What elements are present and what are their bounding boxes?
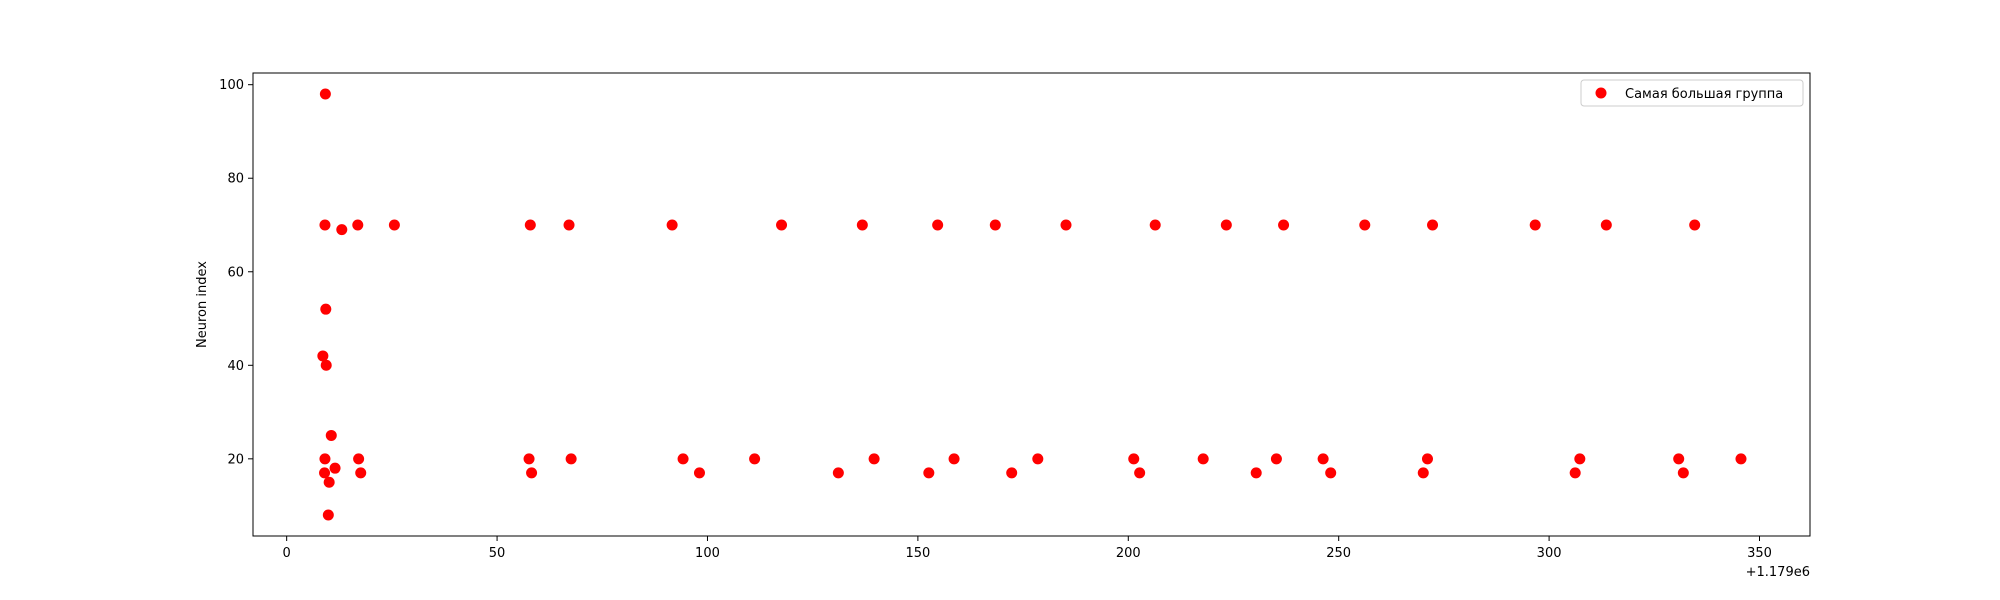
data-point: [693, 467, 705, 479]
data-point: [388, 219, 400, 231]
data-point: [856, 219, 868, 231]
data-point: [666, 219, 678, 231]
data-point: [776, 219, 788, 231]
data-point: [1569, 467, 1581, 479]
y-tick-label: 100: [219, 78, 244, 93]
data-point: [336, 224, 348, 236]
data-point: [1032, 453, 1044, 465]
y-tick-label: 60: [227, 265, 244, 280]
data-point: [355, 467, 367, 479]
data-point: [1134, 467, 1146, 479]
x-tick-label: 0: [283, 546, 291, 561]
data-point: [1689, 219, 1701, 231]
x-axis: 0 50 100 150 200 250 300 350: [283, 536, 1772, 561]
data-point: [325, 429, 337, 441]
legend: Самая большая группа: [1580, 79, 1804, 107]
data-point: [565, 453, 577, 465]
data-point: [1317, 453, 1329, 465]
plot-area: [252, 72, 1811, 537]
legend-box: [1580, 79, 1804, 107]
data-point: [524, 219, 536, 231]
x-tick-label: 350: [1747, 546, 1772, 561]
data-point: [1427, 219, 1439, 231]
data-point: [319, 88, 331, 100]
y-tick-label: 20: [227, 452, 244, 467]
data-point: [1220, 219, 1232, 231]
data-point: [1673, 453, 1685, 465]
data-point: [523, 453, 535, 465]
data-point: [317, 350, 329, 362]
x-tick-label: 200: [1116, 546, 1141, 561]
data-point: [563, 219, 575, 231]
data-point: [1060, 219, 1072, 231]
data-point: [1421, 453, 1433, 465]
data-point: [1735, 453, 1747, 465]
data-point: [749, 453, 761, 465]
data-point: [322, 509, 334, 521]
data-point: [1600, 219, 1612, 231]
data-point: [329, 462, 341, 474]
data-point: [1417, 467, 1429, 479]
data-point: [1250, 467, 1262, 479]
data-point: [526, 467, 538, 479]
x-tick-label: 300: [1537, 546, 1562, 561]
data-point: [1325, 467, 1337, 479]
y-tick-label: 40: [227, 359, 244, 374]
data-point: [1359, 219, 1371, 231]
legend-marker: [1595, 87, 1607, 99]
data-point: [1197, 453, 1209, 465]
data-point: [319, 467, 331, 479]
data-point: [923, 467, 935, 479]
x-tick-label: 100: [695, 546, 720, 561]
data-point: [1006, 467, 1018, 479]
data-point: [320, 359, 332, 371]
data-point: [948, 453, 960, 465]
data-point: [319, 453, 331, 465]
x-tick-label: 50: [489, 546, 506, 561]
data-point: [868, 453, 880, 465]
data-point: [353, 453, 365, 465]
data-point: [832, 467, 844, 479]
x-tick-label: 250: [1326, 546, 1351, 561]
data-point: [989, 219, 1001, 231]
data-point: [1149, 219, 1161, 231]
x-axis-offset-label: +1.179e6: [1746, 565, 1810, 580]
data-point: [1529, 219, 1541, 231]
data-point: [352, 219, 364, 231]
y-axis: 20 40 60 80 100: [219, 78, 253, 467]
data-point: [319, 219, 331, 231]
y-axis-label: Neuron index: [195, 261, 210, 348]
y-tick-label: 80: [227, 172, 244, 187]
data-point: [1574, 453, 1586, 465]
data-points: [317, 88, 1747, 521]
legend-entry-label: Самая большая группа: [1625, 87, 1783, 102]
data-point: [677, 453, 689, 465]
data-point: [1270, 453, 1282, 465]
data-point: [1128, 453, 1140, 465]
data-point: [1677, 467, 1689, 479]
data-point: [1278, 219, 1290, 231]
data-point: [320, 303, 332, 315]
data-point: [323, 476, 335, 488]
data-point: [932, 219, 944, 231]
x-tick-label: 150: [905, 546, 930, 561]
